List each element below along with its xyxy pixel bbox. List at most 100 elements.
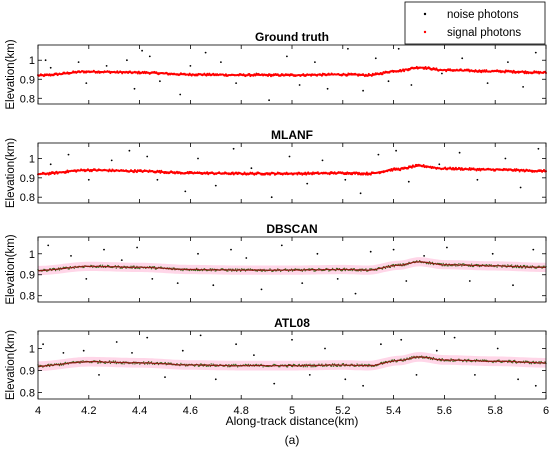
noise-photon xyxy=(133,87,136,90)
noise-photon xyxy=(199,334,202,337)
legend-noise-label: noise photons xyxy=(447,9,519,21)
signal-photon xyxy=(523,264,526,267)
noise-photon xyxy=(415,374,418,376)
signal-photon xyxy=(330,365,333,367)
noise-photon xyxy=(245,257,248,259)
noise-photon xyxy=(189,65,192,67)
signal-photon xyxy=(344,269,346,272)
noise-photon xyxy=(392,248,395,251)
noise-photon xyxy=(400,338,403,341)
noise-photon xyxy=(49,66,52,69)
signal-photon xyxy=(62,364,65,366)
y-tick-label: 0.9 xyxy=(20,74,35,86)
noise-photon xyxy=(491,252,494,255)
signal-photon xyxy=(468,358,470,361)
signal-photon xyxy=(501,266,503,268)
y-tick-label: 0.8 xyxy=(20,93,35,105)
noise-photon xyxy=(235,82,238,84)
signal-photon xyxy=(164,361,166,364)
noise-photon xyxy=(280,244,283,247)
signal-photon xyxy=(72,360,74,363)
signal-photon xyxy=(228,364,230,366)
signal-photon xyxy=(112,360,115,362)
y-axis-label: Elevation(km) xyxy=(5,138,17,208)
signal-photon xyxy=(227,270,229,272)
noise-photon xyxy=(105,65,108,67)
signal-photon xyxy=(99,359,101,362)
legend: noise photons signal photons xyxy=(404,1,546,45)
signal-photon xyxy=(146,363,149,365)
signal-photon xyxy=(180,362,182,365)
y-tick-label: 1 xyxy=(29,55,35,67)
noise-photon xyxy=(49,163,52,166)
signal-photon xyxy=(353,268,355,270)
signal-photon xyxy=(182,269,184,272)
noise-photon xyxy=(354,292,357,295)
noise-photon xyxy=(336,278,339,280)
signal-photon xyxy=(101,264,104,266)
noise-photon xyxy=(204,51,207,54)
noise-photon xyxy=(212,284,215,287)
y-axis-label: Elevation(km) xyxy=(5,39,17,109)
noise-photon xyxy=(232,147,235,150)
noise-photon xyxy=(468,280,471,282)
noise-photon xyxy=(519,186,522,189)
legend-signal-marker xyxy=(423,30,427,34)
noise-photon xyxy=(110,159,113,162)
signal-photon xyxy=(470,263,473,265)
noise-photon xyxy=(235,343,238,346)
noise-photon xyxy=(260,288,263,291)
signal-photon xyxy=(515,362,518,364)
signal-photon xyxy=(343,267,346,269)
signal-photon xyxy=(318,363,320,365)
noise-photon xyxy=(486,82,489,84)
signal-photon xyxy=(150,268,153,270)
noise-photon xyxy=(496,347,499,350)
noise-photon xyxy=(308,374,311,376)
noise-photon xyxy=(458,151,461,154)
signal-photon xyxy=(134,363,136,365)
signal-photon xyxy=(144,363,146,365)
x-axis-label: Along-track distance(km) xyxy=(226,414,359,428)
signal-photon xyxy=(492,361,494,364)
noise-photon xyxy=(273,382,276,385)
signal-photon xyxy=(498,359,500,361)
signal-photon xyxy=(207,365,209,367)
signal-photon xyxy=(393,359,395,361)
signal-photon xyxy=(226,270,228,272)
noise-photon xyxy=(380,343,382,346)
noise-photon xyxy=(362,384,364,387)
y-axis-label: Elevation(km) xyxy=(5,234,17,304)
signal-photon xyxy=(115,362,118,365)
signal-photon xyxy=(478,265,481,268)
signal-photon xyxy=(515,266,518,269)
signal-photon xyxy=(488,264,490,266)
signal-photon xyxy=(153,266,156,268)
signal-photon xyxy=(511,264,513,266)
signal-photon xyxy=(304,270,306,272)
noise-photon xyxy=(270,196,273,199)
noise-photon xyxy=(397,47,400,50)
panel-1: Ground truth Elevation(km) 0.8 0.9 1 xyxy=(5,30,547,110)
signal-photon xyxy=(194,269,197,272)
signal-photon xyxy=(331,267,334,270)
noise-photon xyxy=(537,147,540,150)
signal-photon xyxy=(235,363,237,366)
signal-photon xyxy=(507,361,509,364)
y-tick-label: 0.8 xyxy=(20,192,35,204)
noise-photon xyxy=(298,84,301,86)
signal-photon xyxy=(458,263,460,265)
signal-photon xyxy=(104,362,107,364)
signal-photon xyxy=(264,270,266,272)
noise-photon xyxy=(395,149,397,152)
signal-photon xyxy=(318,267,320,270)
signal-photon xyxy=(99,264,102,266)
noise-photon xyxy=(474,374,476,376)
panel-title: ATL08 xyxy=(274,316,310,330)
signal-photon xyxy=(462,360,464,363)
noise-photon xyxy=(321,159,324,162)
noise-photon xyxy=(98,374,100,376)
signal-photon xyxy=(133,265,135,267)
signal-photon xyxy=(261,270,263,272)
